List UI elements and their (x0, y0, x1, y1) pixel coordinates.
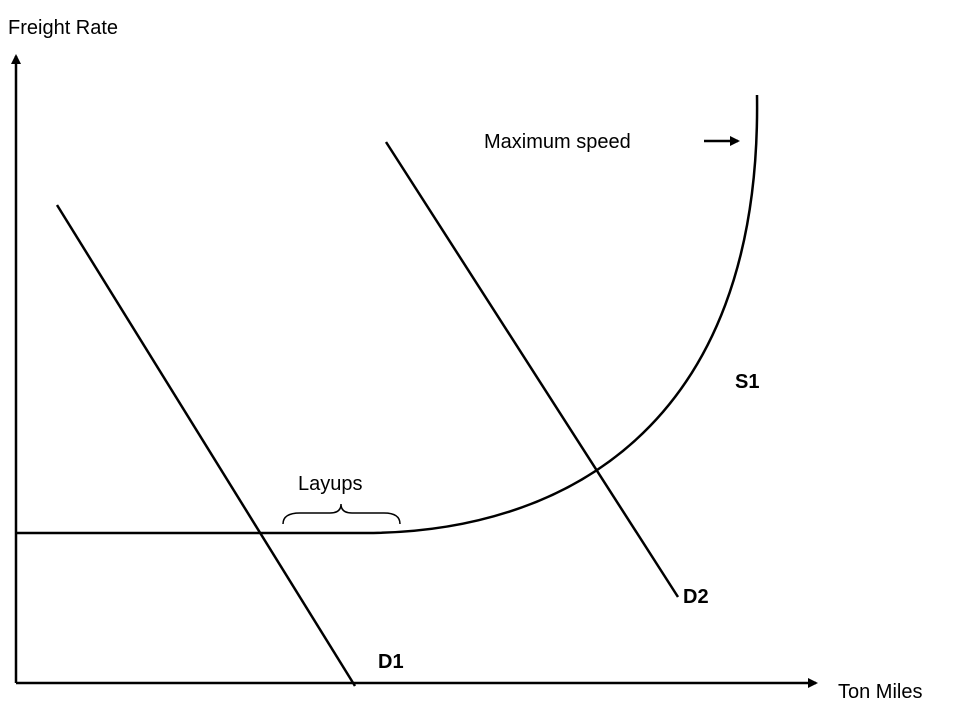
demand-label: D2 (683, 586, 709, 608)
x-axis-label: Ton Miles (838, 681, 922, 703)
y-axis-label: Freight Rate (8, 17, 118, 39)
demand-label: D1 (378, 651, 404, 673)
supply-curve (16, 94, 759, 535)
layups-label: Layups (298, 473, 363, 495)
max-speed-label: Maximum speed (484, 131, 631, 153)
demand-curve (55, 204, 357, 687)
layups-brace (282, 503, 401, 525)
demand-curve (384, 141, 680, 598)
supply-label: S1 (735, 371, 759, 393)
